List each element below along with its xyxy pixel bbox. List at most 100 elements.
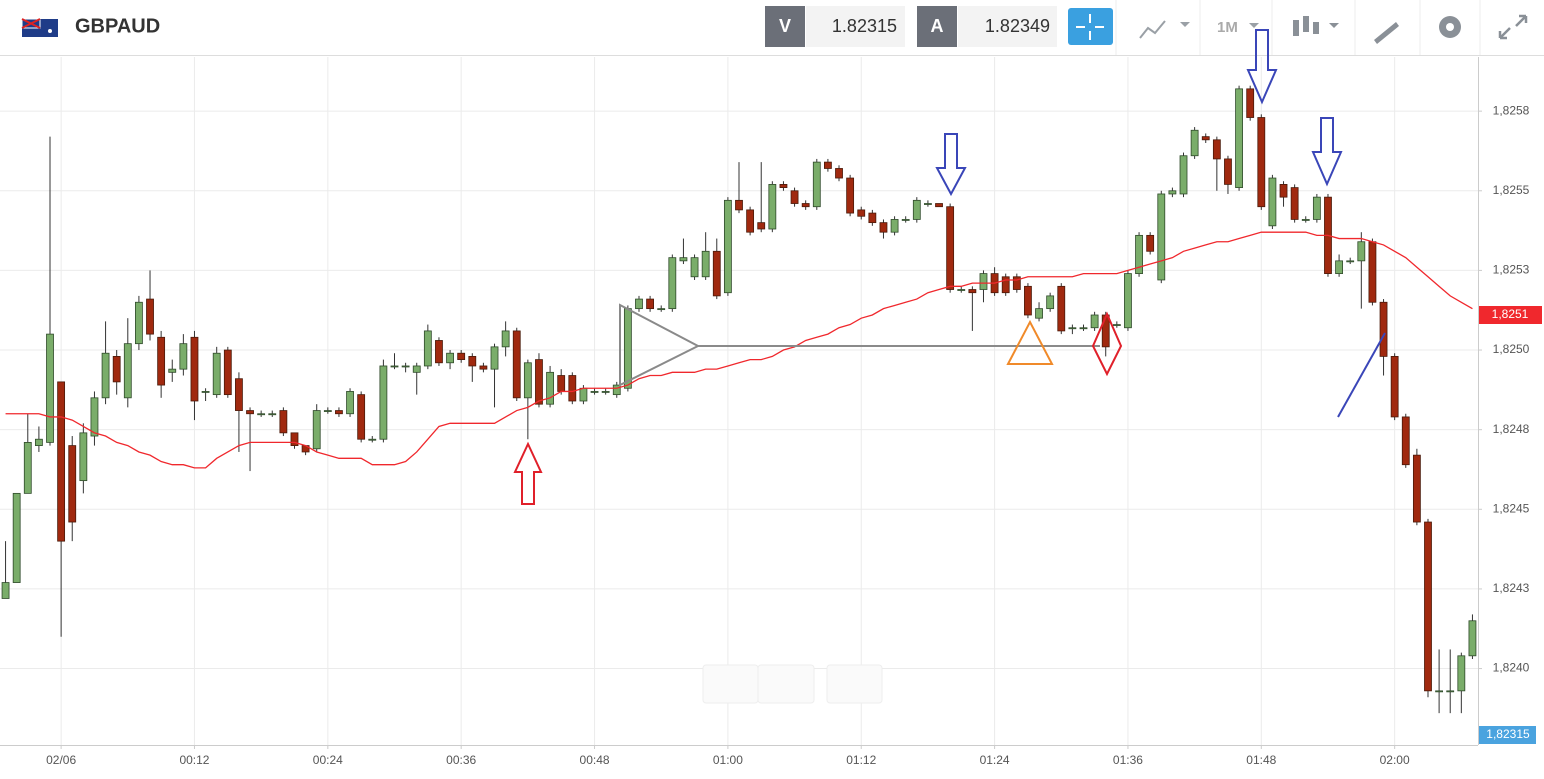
ask-box[interactable] <box>958 6 1057 47</box>
fullscreen-button[interactable] <box>1498 14 1528 40</box>
candle-body <box>735 199 743 211</box>
candle-body <box>335 410 343 415</box>
candle-body <box>1401 416 1410 466</box>
candle-body <box>612 384 621 396</box>
price-tag <box>1479 726 1536 744</box>
x-tick-label: 01:48 <box>1246 753 1276 767</box>
candle-body <box>257 413 266 416</box>
candle-body <box>1079 327 1088 330</box>
candle-body <box>546 371 554 405</box>
candle-body <box>1024 285 1032 316</box>
candle-body <box>835 168 843 179</box>
x-tick-label: 00:36 <box>446 753 476 767</box>
candle-body <box>879 222 888 233</box>
bid-label-box[interactable] <box>765 6 805 47</box>
triangle-marker <box>1006 319 1054 365</box>
candle-body <box>490 346 499 370</box>
candle-body <box>801 203 810 208</box>
candle-body <box>1057 285 1066 332</box>
candle-body <box>1068 327 1077 330</box>
candle-body <box>523 362 532 399</box>
up-arrow <box>513 441 543 505</box>
candle-body <box>379 365 388 440</box>
timeframe-caret[interactable] <box>1249 23 1259 28</box>
candle-body <box>1446 690 1455 693</box>
candle-body <box>401 365 410 368</box>
candle-body <box>957 289 966 291</box>
candle-body <box>12 492 21 583</box>
candle-body <box>168 368 177 373</box>
candle-body <box>824 161 832 169</box>
candle-style-button[interactable] <box>1293 16 1339 36</box>
y-tick-label: 1,8258 <box>1493 103 1530 117</box>
chart-type-button[interactable] <box>1139 20 1190 39</box>
ask-label[interactable]: A <box>931 16 944 36</box>
candle-body <box>690 257 699 278</box>
candle-body <box>1090 314 1099 329</box>
bid-label[interactable]: V <box>779 16 791 36</box>
candle-body <box>679 257 688 262</box>
candle-body <box>646 298 654 310</box>
candle-body <box>635 298 643 310</box>
x-tick-label: 01:36 <box>1113 753 1143 767</box>
candle-body <box>579 387 588 402</box>
candle-body <box>246 410 254 415</box>
candle-body <box>890 219 899 233</box>
candle-body <box>935 203 943 208</box>
zoom-toolbar[interactable] <box>702 664 883 704</box>
candle-body <box>1124 273 1132 329</box>
bid-price[interactable]: 1.82315 <box>832 16 897 36</box>
candle-body <box>446 352 454 364</box>
ask-price[interactable]: 1.82349 <box>985 16 1050 36</box>
candle-body <box>846 177 855 214</box>
crosshair-button[interactable] <box>1068 8 1113 45</box>
diamond-marker <box>1091 311 1123 377</box>
x-tick-label: 01:00 <box>713 753 743 767</box>
timeframe[interactable]: 1M <box>1217 19 1238 36</box>
candle-body <box>812 161 821 208</box>
y-tick-label: 1,8243 <box>1493 581 1530 595</box>
candle-body <box>435 340 443 364</box>
candle-body <box>557 375 566 392</box>
candle-body <box>1279 184 1288 198</box>
moving-average-line <box>5 231 1473 469</box>
candle-body <box>79 432 88 482</box>
candle-body <box>34 438 43 446</box>
candle-body <box>57 381 66 542</box>
candle-body <box>1390 356 1399 418</box>
candle-body <box>968 289 977 294</box>
candle-body <box>1201 136 1210 141</box>
candle-body <box>868 212 877 224</box>
candle-body <box>1179 155 1188 195</box>
candle-body <box>346 391 354 415</box>
x-tick-label: 00:12 <box>179 753 209 767</box>
candle-body <box>712 250 721 297</box>
candle-body <box>290 432 299 446</box>
candle-body <box>1357 241 1366 262</box>
draw-button[interactable] <box>1374 22 1399 44</box>
candle-body <box>1190 129 1199 157</box>
candle-body <box>723 199 732 294</box>
candle-body <box>412 365 421 373</box>
flag <box>21 18 58 37</box>
bid-box[interactable] <box>806 6 905 47</box>
candle-body <box>1468 620 1477 657</box>
candle-body <box>623 308 632 389</box>
candle-body <box>1168 190 1177 195</box>
down-arrow <box>935 133 967 197</box>
candle-body <box>1312 196 1321 220</box>
candle-body <box>1224 158 1232 185</box>
y-tick-label: 1,8240 <box>1493 661 1530 675</box>
candle-body <box>512 330 521 399</box>
candle-body <box>279 410 288 434</box>
candle-body <box>1001 276 1010 294</box>
candle-body <box>501 330 510 348</box>
candle-body <box>157 336 166 386</box>
settings-button[interactable] <box>1439 16 1461 38</box>
symbol: GBPAUD <box>75 15 160 37</box>
candle-body <box>1346 260 1355 263</box>
price-tag-label: 1,82315 <box>1486 727 1530 741</box>
ask-label-box[interactable] <box>917 6 957 47</box>
candle-body <box>190 336 199 402</box>
